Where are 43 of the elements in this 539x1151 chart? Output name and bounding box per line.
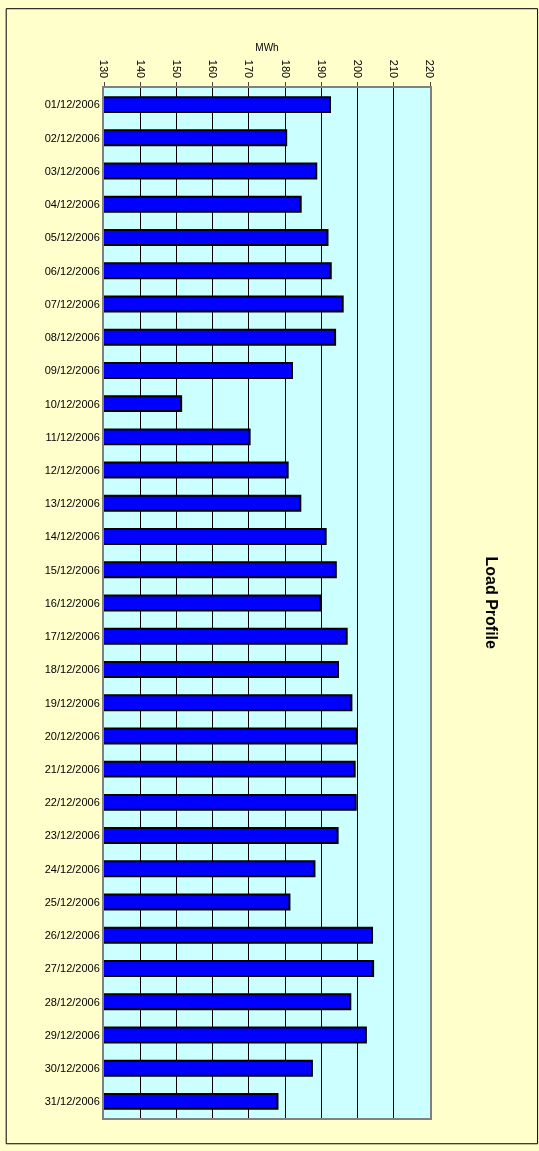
y-tick-label: 18/12/2006 [44,663,100,676]
y-tick-label: 04/12/2006 [44,198,100,211]
x-tick-label: 210 [388,59,401,79]
y-tick-label: 23/12/2006 [44,829,100,842]
y-tick-label: 05/12/2006 [44,231,100,244]
x-axis-title: MWh [255,42,279,54]
y-tick-label: 10/12/2006 [44,397,100,410]
x-tick-label: 180 [279,59,292,79]
y-tick-label: 22/12/2006 [44,796,100,809]
y-tick-label: 07/12/2006 [44,297,100,310]
y-tick-label: 15/12/2006 [44,563,100,576]
x-tick-label: 130 [98,59,111,79]
x-tick-label: 220 [424,59,437,79]
y-tick-label: 21/12/2006 [44,762,100,775]
y-tick-label: 01/12/2006 [44,98,100,111]
y-tick-label: 13/12/2006 [44,497,100,510]
y-tick-label: 11/12/2006 [45,430,100,443]
y-tick-label: 17/12/2006 [44,630,100,643]
y-tick-label: 19/12/2006 [44,696,100,709]
x-tick-label: 140 [134,59,147,79]
text: Load Profile [482,556,500,650]
y-tick-label: 02/12/2006 [44,131,100,144]
y-tick-label: 26/12/2006 [44,929,100,942]
x-tick-label: 160 [207,59,220,79]
y-tick-label: 28/12/2006 [44,995,100,1008]
y-tick-label: 08/12/2006 [44,331,100,344]
y-tick-label: 27/12/2006 [44,962,100,975]
y-tick-label: 29/12/2006 [44,1028,100,1041]
x-tick-label: 200 [351,59,364,79]
y-tick-label: 31/12/2006 [44,1095,100,1108]
x-tick-label: 170 [243,59,256,79]
y-tick-label: 24/12/2006 [44,862,100,875]
y-tick-label: 14/12/2006 [44,530,100,543]
y-tick-label: 20/12/2006 [44,729,100,742]
y-tick-label: 03/12/2006 [44,164,100,177]
y-tick-label: 16/12/2006 [44,596,100,609]
y-tick-label: 12/12/2006 [44,463,100,476]
y-tick-label: 06/12/2006 [44,264,100,277]
x-tick-label: 150 [170,59,183,79]
y-tick-label: 30/12/2006 [44,1062,100,1075]
y-tick-label: 09/12/2006 [44,364,100,377]
y-tick-label: 25/12/2006 [44,895,100,908]
x-tick-label: 190 [315,59,328,79]
